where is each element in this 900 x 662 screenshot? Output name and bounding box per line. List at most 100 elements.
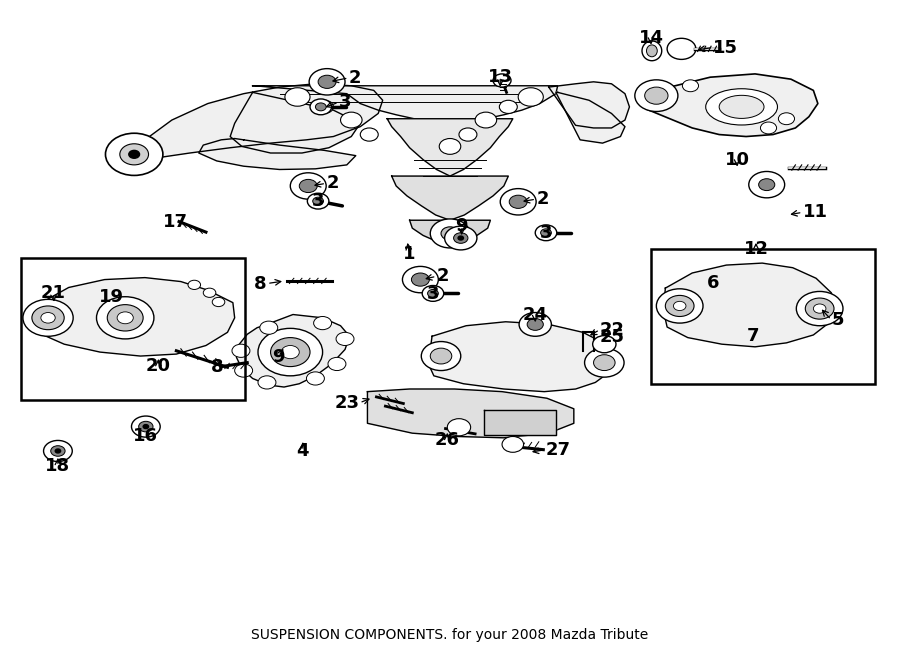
Circle shape [306,372,324,385]
Polygon shape [230,93,360,153]
Text: 20: 20 [146,357,171,375]
Circle shape [759,179,775,191]
Circle shape [188,280,201,289]
Circle shape [806,298,834,319]
Circle shape [310,99,331,115]
Polygon shape [199,138,356,169]
Text: 11: 11 [803,203,828,221]
Circle shape [656,289,703,323]
Text: 9: 9 [273,348,285,365]
Circle shape [235,364,253,377]
Text: 8: 8 [255,275,267,293]
Circle shape [129,150,140,158]
Polygon shape [30,277,235,356]
Text: 17: 17 [163,213,188,230]
Circle shape [313,316,331,330]
Text: 24: 24 [523,307,548,324]
Circle shape [50,446,65,456]
Circle shape [428,289,438,297]
Circle shape [402,266,438,293]
Text: 22: 22 [599,320,625,339]
Circle shape [143,424,148,428]
Circle shape [502,436,524,452]
Text: 4: 4 [297,442,309,460]
Ellipse shape [646,45,657,57]
Circle shape [318,75,336,89]
Circle shape [644,87,668,104]
Circle shape [120,144,148,165]
Text: 16: 16 [133,428,158,446]
Circle shape [441,227,459,240]
Text: 7: 7 [747,327,760,346]
Polygon shape [428,322,615,392]
Circle shape [309,69,345,95]
Text: 15: 15 [713,38,738,56]
Circle shape [796,291,843,326]
Text: 6: 6 [706,274,719,292]
Polygon shape [663,263,836,347]
Text: 2: 2 [536,190,549,208]
Circle shape [411,273,429,286]
Circle shape [541,229,552,237]
Circle shape [500,100,518,113]
Polygon shape [410,220,490,246]
Polygon shape [392,176,508,220]
Circle shape [665,295,694,316]
Text: 12: 12 [743,240,769,258]
Bar [651,249,876,384]
Text: 3: 3 [338,93,351,111]
Ellipse shape [706,89,778,125]
Circle shape [509,195,527,209]
Circle shape [527,318,544,330]
Circle shape [673,301,686,310]
Circle shape [283,345,288,349]
Circle shape [117,312,133,324]
Circle shape [439,138,461,154]
Polygon shape [253,86,558,123]
Circle shape [594,355,615,371]
Circle shape [282,346,300,359]
Circle shape [43,440,72,461]
Circle shape [422,285,444,301]
Circle shape [22,299,73,336]
Circle shape [258,328,322,376]
Text: 19: 19 [99,289,124,307]
Circle shape [593,336,616,353]
Ellipse shape [642,41,662,61]
Circle shape [430,219,470,248]
Circle shape [107,305,143,331]
Text: 2: 2 [436,267,449,285]
Circle shape [814,304,826,313]
Circle shape [258,376,276,389]
Circle shape [421,342,461,371]
Circle shape [336,332,354,346]
Circle shape [760,122,777,134]
Text: 27: 27 [546,441,571,459]
Text: 14: 14 [638,28,663,46]
Polygon shape [640,74,818,136]
Circle shape [32,306,64,330]
Circle shape [475,112,497,128]
Circle shape [232,344,250,357]
Text: SUSPENSION COMPONENTS. for your 2008 Mazda Tribute: SUSPENSION COMPONENTS. for your 2008 Maz… [251,628,649,642]
Text: 3: 3 [427,285,439,303]
Circle shape [278,342,293,352]
Circle shape [139,421,153,432]
Circle shape [291,173,326,199]
Circle shape [131,416,160,437]
Circle shape [778,113,795,124]
Ellipse shape [719,95,764,118]
Polygon shape [549,82,629,128]
Circle shape [536,225,557,241]
Text: 5: 5 [832,310,844,329]
Text: 26: 26 [435,431,460,449]
Circle shape [493,74,511,87]
Circle shape [519,312,552,336]
Circle shape [459,128,477,141]
Circle shape [682,80,698,92]
Polygon shape [118,84,382,161]
Circle shape [667,38,696,60]
Circle shape [312,197,323,205]
Circle shape [96,297,154,339]
Circle shape [315,103,326,111]
